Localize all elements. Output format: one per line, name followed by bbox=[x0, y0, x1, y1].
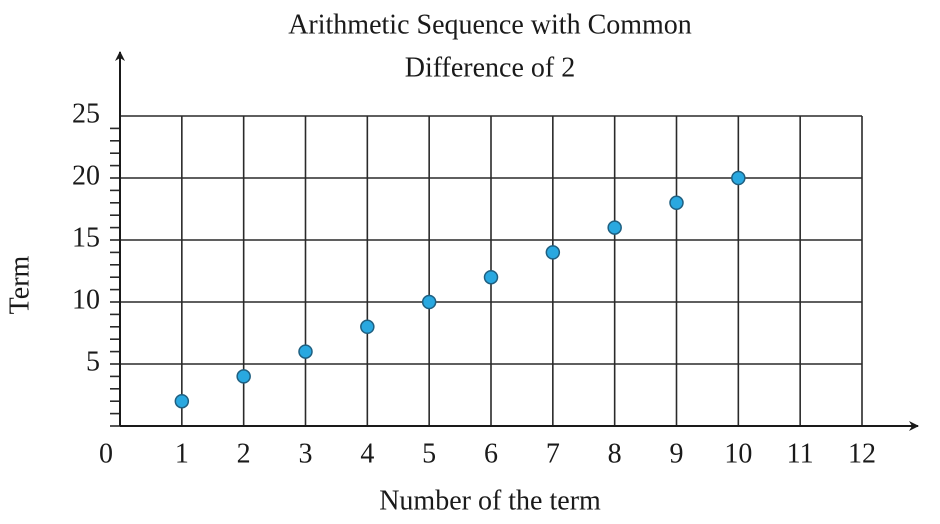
point bbox=[360, 319, 375, 335]
y-tick-label: 25 bbox=[72, 98, 100, 129]
chart-title: Arithmetic Sequence with Common bbox=[288, 9, 692, 40]
x-tick-label: 6 bbox=[484, 438, 498, 469]
point bbox=[545, 245, 561, 260]
x-axis-label: Number of the term bbox=[379, 485, 601, 516]
x-tick-label: 2 bbox=[237, 438, 251, 469]
x-tick-label: 7 bbox=[546, 438, 560, 469]
point bbox=[298, 344, 313, 359]
y-tick-label: 15 bbox=[72, 222, 100, 253]
x-tick-label: 8 bbox=[608, 438, 622, 469]
point bbox=[236, 369, 251, 384]
x-tick-label: 11 bbox=[787, 438, 814, 469]
marks bbox=[174, 170, 746, 409]
point bbox=[607, 220, 622, 235]
grid bbox=[110, 51, 919, 431]
x-tick-label: 12 bbox=[848, 438, 876, 469]
x-tick-label: 10 bbox=[724, 438, 752, 469]
y-tick-label: 20 bbox=[72, 160, 100, 191]
x-tick-label: 5 bbox=[422, 438, 436, 469]
point bbox=[174, 393, 190, 409]
x-tick-label: 3 bbox=[299, 438, 313, 469]
point bbox=[731, 170, 746, 186]
x-tick-label: 1 bbox=[175, 438, 189, 469]
point bbox=[483, 269, 499, 285]
y-axis-label: Term bbox=[4, 255, 35, 314]
point bbox=[669, 195, 684, 211]
x-tick-label: 9 bbox=[670, 438, 684, 469]
x-tick-label: 4 bbox=[360, 438, 374, 469]
chart-title: Difference of 2 bbox=[405, 52, 576, 83]
y-tick-label: 5 bbox=[86, 346, 100, 377]
point bbox=[421, 294, 437, 310]
y-tick-label: 10 bbox=[72, 284, 100, 315]
x-tick-label: 0 bbox=[99, 438, 113, 469]
